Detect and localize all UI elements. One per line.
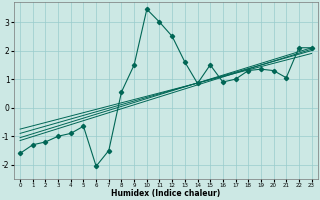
X-axis label: Humidex (Indice chaleur): Humidex (Indice chaleur) [111,189,220,198]
